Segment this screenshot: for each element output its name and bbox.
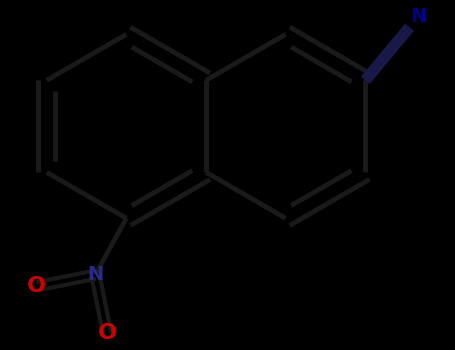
Text: O: O bbox=[27, 276, 46, 296]
Text: N: N bbox=[87, 265, 103, 284]
Text: N: N bbox=[410, 7, 426, 26]
Text: O: O bbox=[97, 323, 116, 343]
